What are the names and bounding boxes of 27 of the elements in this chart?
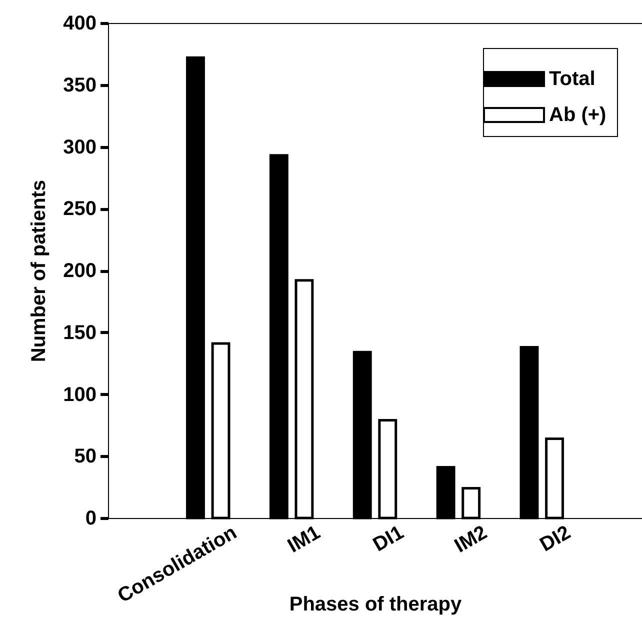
x-tick-label: DI2 bbox=[536, 522, 574, 556]
x-tick-label: IM1 bbox=[284, 522, 324, 558]
y-axis-title: Number of patients bbox=[28, 180, 50, 362]
y-tick-label: 100 bbox=[63, 384, 96, 406]
y-tick-label: 400 bbox=[63, 12, 96, 34]
y-tick-label: 300 bbox=[63, 136, 96, 158]
bar bbox=[352, 350, 372, 520]
x-tick-label: IM2 bbox=[451, 522, 491, 558]
legend-label: Ab (+) bbox=[549, 104, 606, 126]
y-tick-label: 50 bbox=[74, 446, 96, 468]
y-tick-label: 250 bbox=[63, 198, 96, 220]
bar bbox=[294, 279, 314, 520]
x-tick-label: DI1 bbox=[370, 522, 408, 556]
bar bbox=[186, 56, 205, 520]
bar bbox=[520, 346, 539, 520]
bar bbox=[269, 154, 288, 520]
x-axis-title: Phases of therapy bbox=[289, 593, 463, 616]
bar bbox=[462, 487, 481, 520]
y-tick-label: 350 bbox=[63, 74, 96, 96]
legend-label: Total bbox=[549, 68, 596, 90]
y-tick-label: 0 bbox=[85, 508, 96, 530]
bar bbox=[211, 342, 230, 520]
y-tick-label: 150 bbox=[63, 322, 96, 344]
y-tick-label: 200 bbox=[63, 260, 96, 282]
bar bbox=[436, 466, 456, 520]
bar bbox=[545, 438, 564, 520]
bar bbox=[378, 418, 398, 520]
